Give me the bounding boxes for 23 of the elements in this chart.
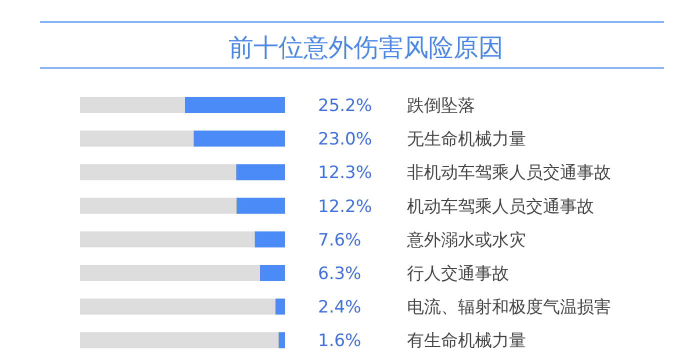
y-tick-label: 跌倒坠落 [407, 96, 475, 116]
bar [236, 164, 285, 180]
y-tick-label: 意外溺水或水灾 [406, 230, 526, 250]
y-tick-label: 行人交通事故 [407, 264, 509, 284]
text: 前十位意外伤害风险原因 [228, 33, 504, 62]
y-tick-label: 有生命机械力量 [407, 331, 526, 350]
bar [236, 198, 285, 214]
bar [260, 265, 285, 281]
data-label: 25.2% [318, 96, 372, 116]
bar [254, 231, 285, 248]
data-label: 12.2% [318, 196, 372, 217]
y-tick-label: 无生命机械力量 [407, 130, 526, 150]
data-label: 1.6% [318, 331, 362, 350]
data-label: 7.6% [318, 230, 362, 250]
data-label: 23.0% [318, 130, 372, 150]
bar [278, 332, 285, 348]
y-tick-label: 非机动车驾乘人员交通事故 [407, 163, 611, 184]
bar [275, 298, 285, 315]
data-label: 6.3% [318, 264, 362, 284]
data-label: 12.3% [318, 163, 372, 184]
y-tick-label: 机动车驾乘人员交通事故 [407, 196, 594, 217]
y-tick-label: 电流、辐射和极度气温损害 [407, 298, 611, 318]
data-label: 2.4% [318, 298, 362, 318]
